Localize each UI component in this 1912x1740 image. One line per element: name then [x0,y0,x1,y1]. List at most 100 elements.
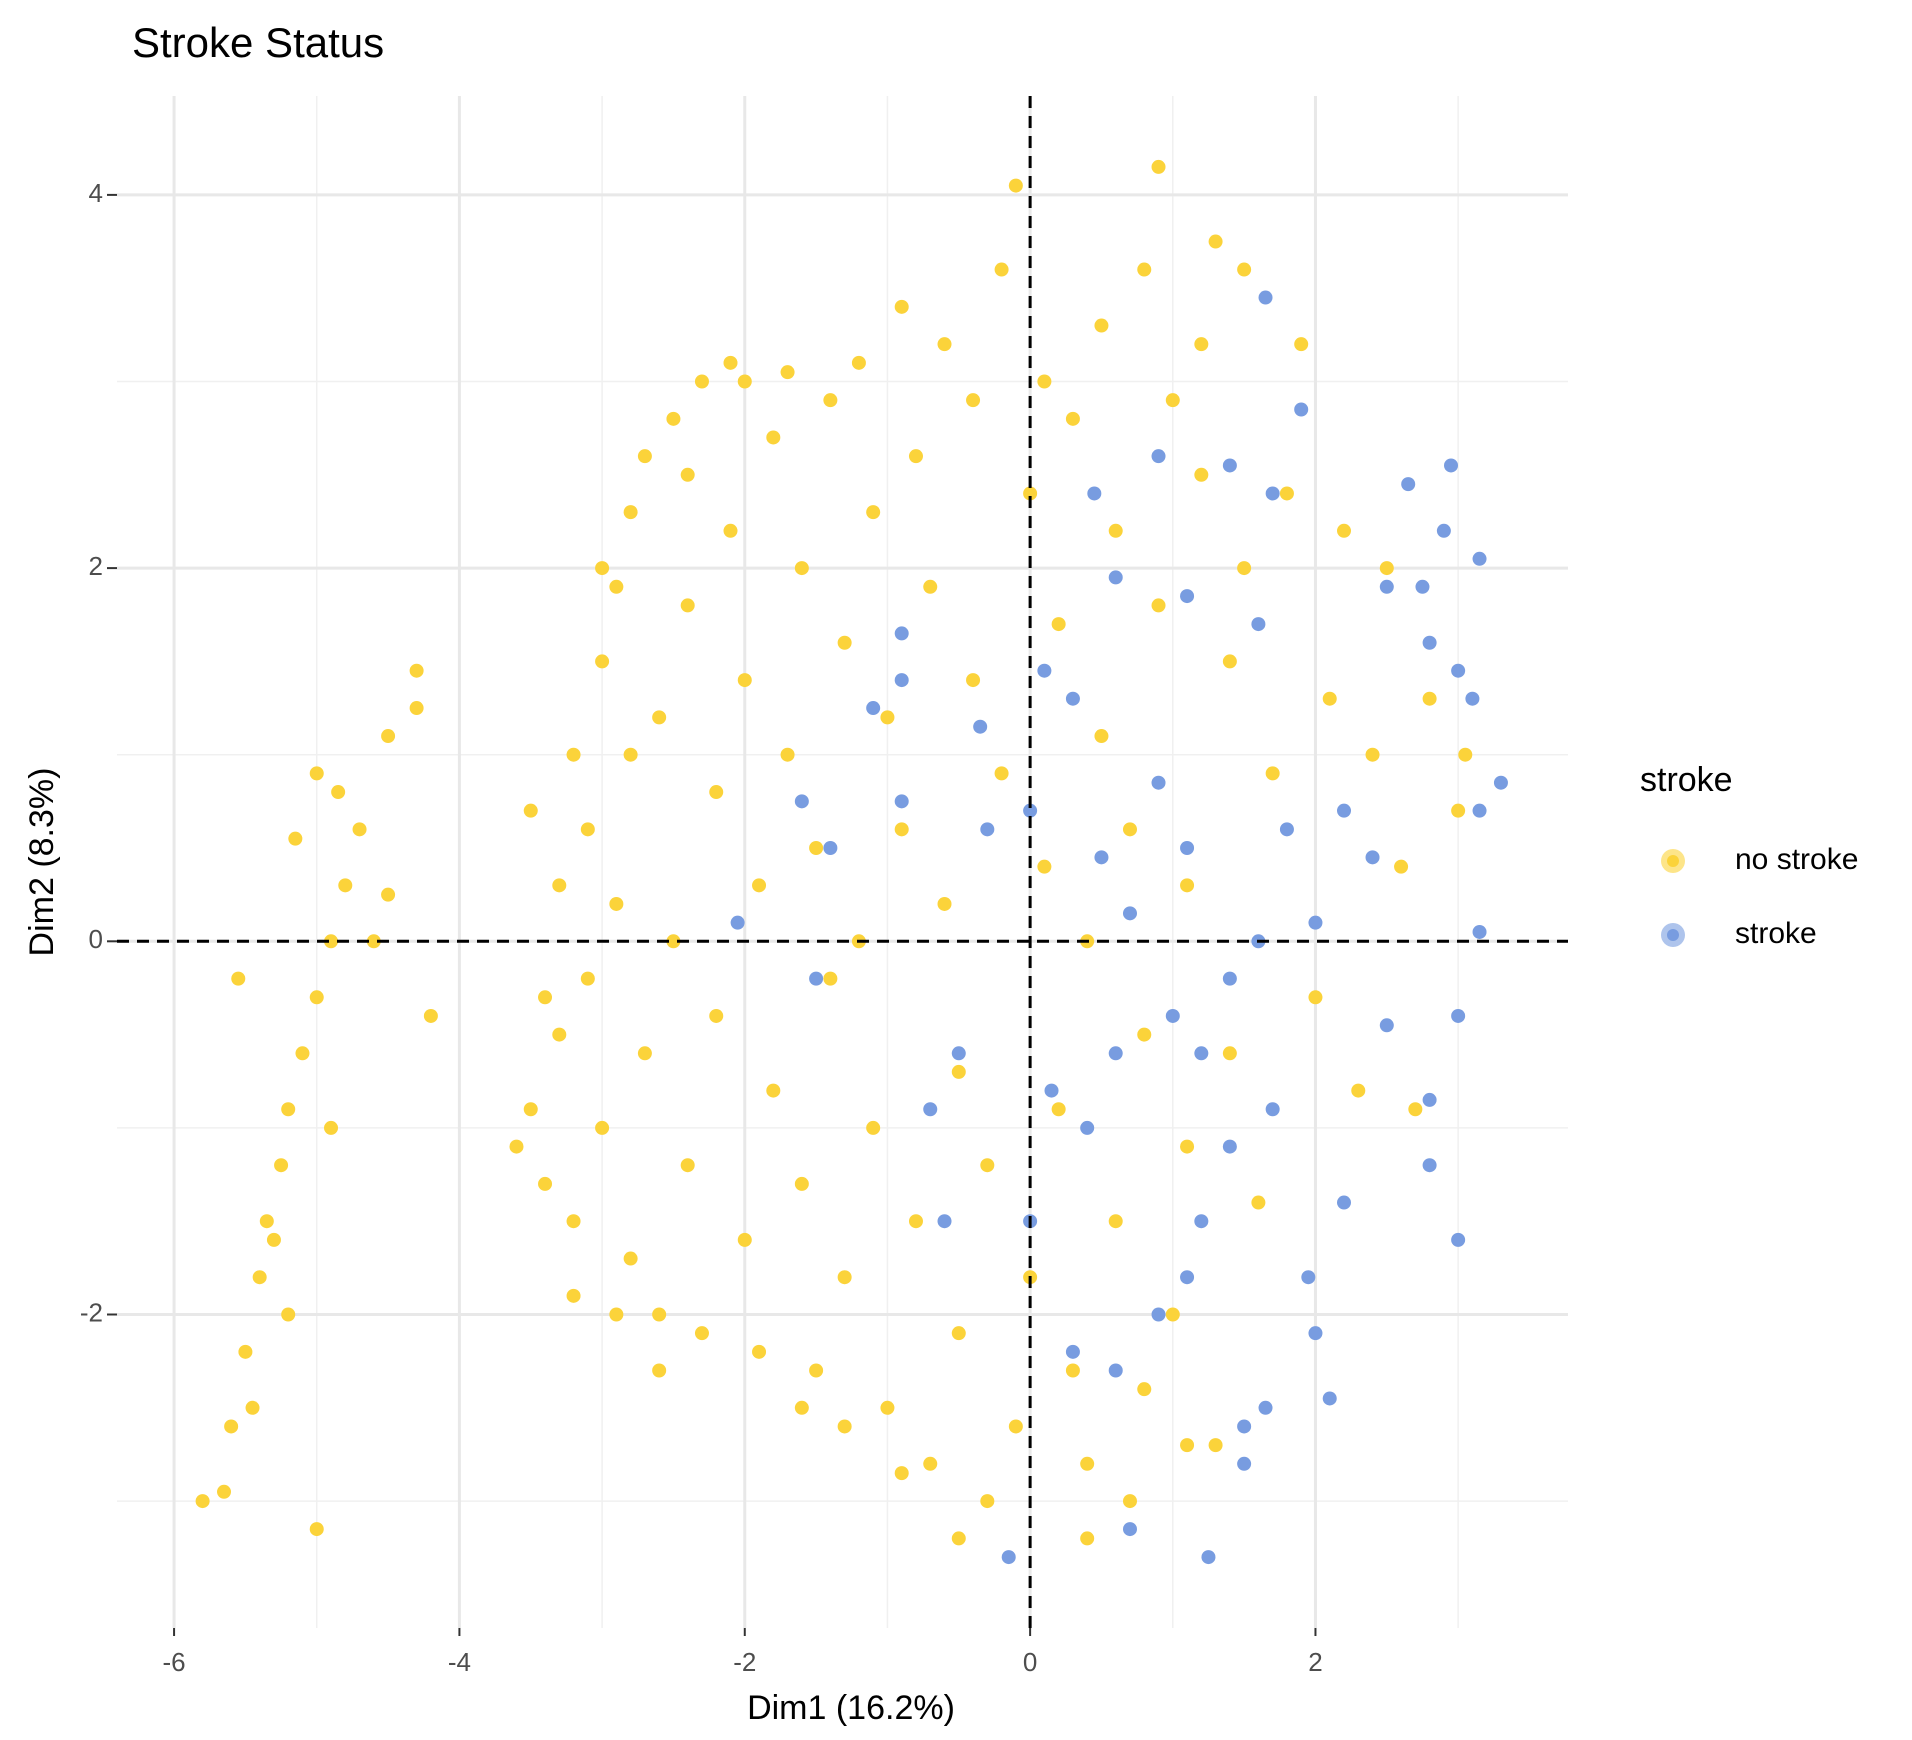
legend-key [1667,855,1679,867]
point [338,878,353,893]
point [894,1466,909,1481]
point [1180,1270,1195,1285]
point [1122,1494,1137,1509]
point [1379,1018,1394,1033]
point [966,673,981,688]
x-tick-label: 0 [1023,1647,1037,1677]
point [1194,1214,1209,1229]
point [737,673,752,688]
point [880,710,895,725]
point [951,1046,966,1061]
point [1265,1102,1280,1117]
point [823,971,838,986]
point [709,785,724,800]
point [1065,1344,1080,1359]
point [1408,1102,1423,1117]
point [595,1120,610,1135]
point [951,1326,966,1341]
y-tick-label: -2 [80,1297,103,1327]
point [994,262,1009,277]
point [595,654,610,669]
point [1108,1046,1123,1061]
point [523,803,538,818]
point [1294,337,1309,352]
point [1194,467,1209,482]
point [780,747,795,762]
point [1201,1550,1216,1565]
point [566,747,581,762]
point [1379,579,1394,594]
point [1251,1195,1266,1210]
point [951,1064,966,1079]
point [609,579,624,594]
point [1165,1307,1180,1322]
point [1451,1008,1466,1023]
reference-lines [117,96,1568,1628]
point [866,1120,881,1135]
point [1294,402,1309,417]
point [652,1363,667,1378]
point [1180,589,1195,604]
point [1444,458,1459,473]
point [794,1176,809,1191]
point [324,1120,339,1135]
point [1465,691,1480,706]
point [1194,337,1209,352]
point [295,1046,310,1061]
point [894,626,909,641]
point [1222,1139,1237,1154]
point [1122,906,1137,921]
point [1194,1046,1209,1061]
legend-label: stroke [1735,917,1817,950]
point [1401,477,1416,492]
point [324,934,339,949]
point [1394,859,1409,874]
point [652,710,667,725]
point [1180,841,1195,856]
point [1265,766,1280,781]
point [1137,1382,1152,1397]
point [1436,523,1451,538]
point [1279,486,1294,501]
point [1415,579,1430,594]
point [623,747,638,762]
point [666,934,681,949]
point [281,1102,296,1117]
points [195,159,1508,1565]
point [623,1251,638,1266]
point [680,1158,695,1173]
point [794,1400,809,1415]
point [1065,411,1080,426]
point [1237,1456,1252,1471]
point [1258,290,1273,305]
point [894,822,909,837]
point [1222,971,1237,986]
point [1222,654,1237,669]
point [523,1102,538,1117]
point [1151,159,1166,174]
point [794,561,809,576]
point [680,598,695,613]
point [1237,561,1252,576]
point [1472,803,1487,818]
point [1044,1083,1059,1098]
x-axis-label: Dim1 (16.2%) [747,1689,955,1727]
point [1208,1438,1223,1453]
point [1308,915,1323,930]
point [1122,822,1137,837]
point [1165,393,1180,408]
point [1137,1027,1152,1042]
point [680,467,695,482]
point [1308,990,1323,1005]
point [509,1139,524,1154]
point [809,841,824,856]
point [1322,691,1337,706]
x-tick-label: 2 [1308,1647,1322,1677]
legend-key [1667,929,1679,941]
point [238,1344,253,1359]
point [1208,234,1223,249]
point [1237,262,1252,277]
point [866,701,881,716]
point [1122,1522,1137,1537]
